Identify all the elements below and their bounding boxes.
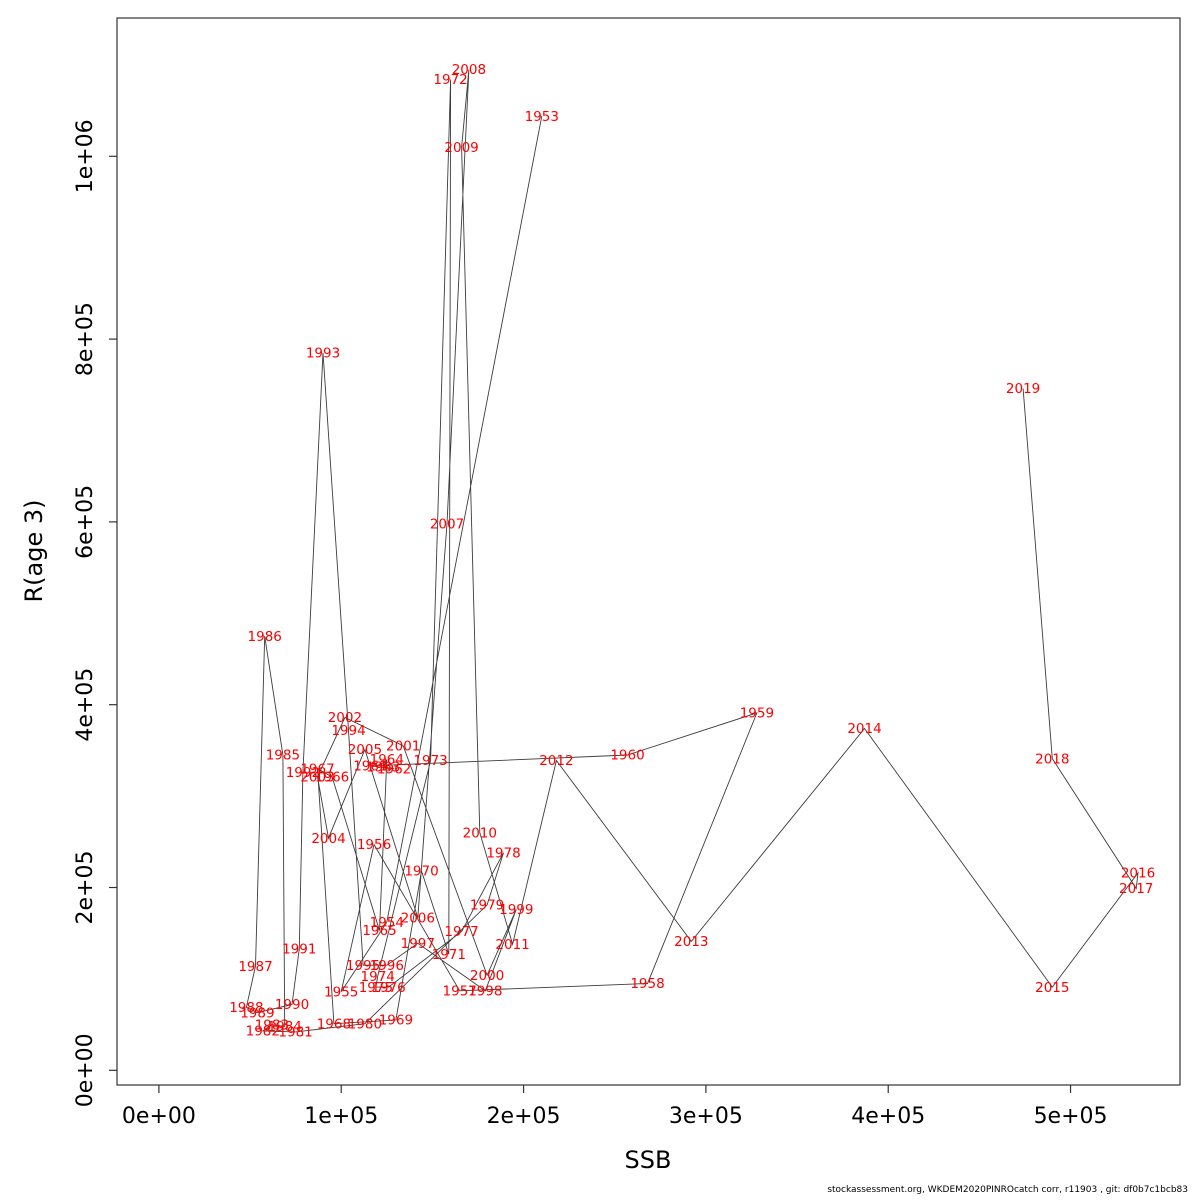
year-label: 1995 (346, 958, 380, 974)
year-label: 1988 (229, 1000, 263, 1016)
year-label: 1983 (255, 1017, 289, 1033)
chart-layer: 0e+00 1e+05 2e+05 3e+05 4e+05 5e+05 0e+00 2e+05… (73, 17, 1181, 1129)
year-label: 1976 (371, 980, 405, 996)
year-label: 1998 (468, 984, 502, 1000)
y-axis-tick-label: 1e+06 (73, 119, 98, 193)
year-label: 1955 (324, 984, 358, 1000)
year-label: 1980 (348, 1016, 382, 1032)
footer-attribution: stockassessment.org, WKDEM2020PINROcatch… (827, 1185, 1188, 1195)
year-label: 2008 (452, 62, 486, 78)
year-label: 1958 (630, 976, 664, 992)
x-axis-tick-label: 3e+05 (669, 1104, 743, 1129)
y-axis-tick-label: 4e+05 (73, 668, 98, 742)
y-axis-tick-label: 8e+05 (73, 302, 98, 376)
year-label: 1964 (370, 752, 404, 768)
year-label: 1970 (404, 864, 438, 880)
year-label: 2015 (1035, 980, 1069, 996)
year-label: 1994 (331, 723, 365, 739)
year-label: 2001 (386, 739, 420, 755)
year-label: 2017 (1119, 881, 1153, 897)
year-label: 2010 (463, 825, 497, 841)
year-label: 1990 (275, 997, 309, 1013)
y-axis-tick-label: 0e+00 (73, 1033, 98, 1107)
year-label: 1989 (240, 1005, 274, 1021)
year-label: 2002 (328, 710, 362, 726)
year-label: 1987 (238, 959, 272, 975)
year-label: 2011 (495, 937, 529, 953)
year-label: 1963 (366, 760, 400, 776)
year-label: 1959 (740, 706, 774, 722)
year-label: 2005 (348, 742, 382, 758)
year-label: 2000 (470, 968, 504, 984)
year-label: 1966 (315, 770, 349, 786)
year-label: 2007 (430, 516, 464, 532)
x-axis-tick-label: 0e+00 (122, 1104, 196, 1129)
year-label: 2014 (847, 721, 881, 737)
year-label: 1961 (353, 759, 387, 775)
year-label: 1957 (443, 984, 477, 1000)
year-label: 1971 (432, 947, 466, 963)
year-label: 2019 (1006, 381, 1040, 397)
year-label: 1953 (525, 109, 559, 125)
year-label: 1974 (361, 969, 395, 985)
plot-border (116, 17, 1181, 1086)
year-label: 1972 (433, 72, 467, 88)
year-label: 1985 (266, 748, 300, 764)
x-axis-tick-label: 2e+05 (487, 1104, 561, 1129)
year-label: 1982 (246, 1024, 280, 1040)
year-label: 1973 (413, 753, 447, 769)
y-axis-title: R(age 3) (20, 499, 48, 602)
year-label: 1977 (444, 924, 478, 940)
year-label: 1997 (401, 936, 435, 952)
year-label: 2018 (1035, 751, 1069, 767)
year-label: 2006 (401, 910, 435, 926)
y-axis-tick-label: 6e+05 (73, 485, 98, 559)
year-label: 1999 (499, 902, 533, 918)
year-label: 1968 (317, 1016, 351, 1032)
year-label: 1979 (470, 898, 504, 914)
x-axis-tick-label: 1e+05 (304, 1104, 378, 1129)
year-label: 1993 (306, 346, 340, 362)
year-label: 1962 (377, 761, 411, 777)
year-label: 1981 (278, 1025, 312, 1041)
x-axis-title: SSB (625, 1146, 672, 1174)
year-label: 2004 (311, 831, 345, 847)
year-label: 1969 (379, 1013, 413, 1029)
year-label: 2009 (444, 140, 478, 156)
year-label: 1954 (370, 915, 404, 931)
year-label: 1984 (268, 1019, 302, 1035)
year-label: 1956 (357, 837, 391, 853)
year-label: 1967 (300, 761, 334, 777)
x-axis-tick-label: 4e+05 (851, 1104, 925, 1129)
year-label: 2003 (300, 770, 334, 786)
year-label: 1992 (286, 765, 320, 781)
year-label: 1996 (370, 958, 404, 974)
year-label: 1986 (248, 629, 282, 645)
recruitment-path (245, 69, 1139, 1033)
year-label: 1975 (359, 980, 393, 996)
year-label: 2012 (539, 753, 573, 769)
y-axis-tick-label: 2e+05 (73, 851, 98, 925)
year-label: 1965 (362, 923, 396, 939)
year-label: 2016 (1121, 866, 1155, 882)
year-label: 1991 (282, 941, 316, 957)
year-label: 2013 (674, 934, 708, 950)
x-axis-tick-label: 5e+05 (1034, 1104, 1108, 1129)
year-label: 1960 (610, 748, 644, 764)
year-label: 1978 (486, 846, 520, 862)
